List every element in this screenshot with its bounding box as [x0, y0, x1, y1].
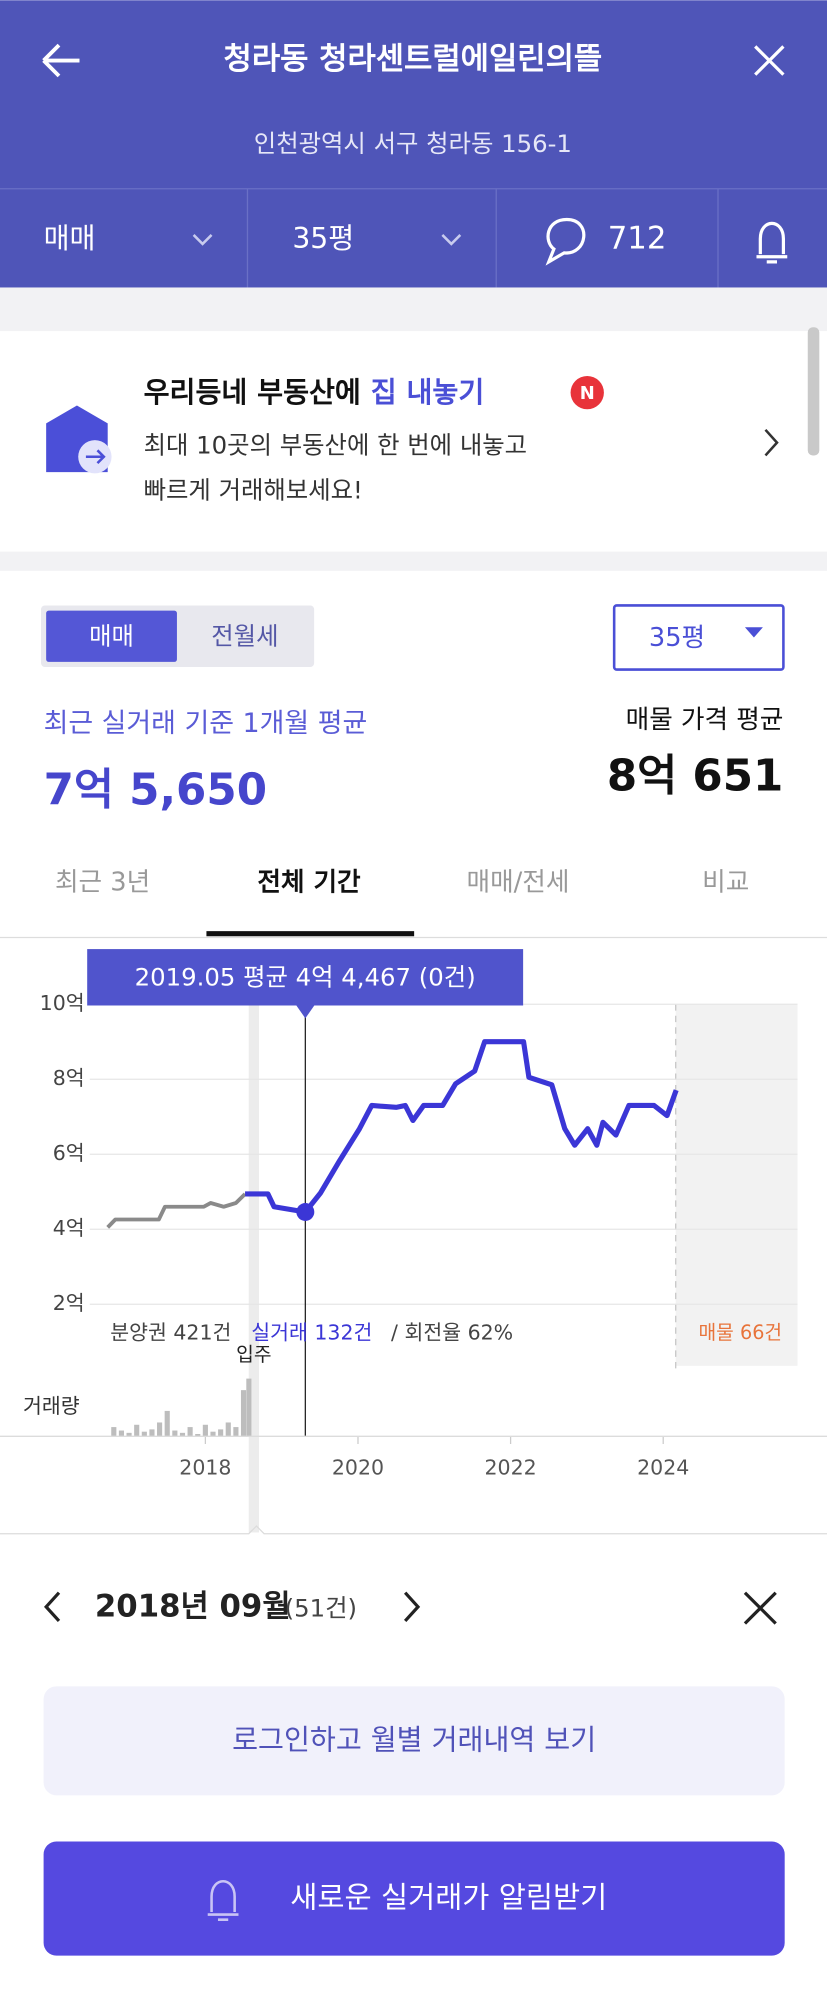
toggle-selected	[46, 610, 177, 662]
recent-value: 7억 5,650	[44, 766, 267, 816]
annotation: 실거래 132건	[251, 1321, 372, 1345]
listing-region	[675, 1004, 798, 1366]
move-in-band	[248, 1004, 259, 1533]
close-panel[interactable]	[743, 1591, 777, 1625]
tab-underline	[206, 931, 415, 937]
volume-bar	[225, 1422, 231, 1437]
period-tab[interactable]: 최근 3년	[55, 868, 150, 898]
volume-bar	[240, 1390, 247, 1437]
bell-icon	[207, 1880, 239, 1921]
x-tick-label: 2024	[637, 1455, 689, 1479]
chevron	[441, 234, 462, 246]
volume-bar	[233, 1427, 239, 1437]
header-address: 인천광역시 서구 청라동 156-1	[254, 129, 572, 158]
volume-bar	[246, 1378, 252, 1437]
header-bg	[0, 0, 827, 288]
y-tick-label: 6억	[53, 1141, 85, 1165]
cursor-dot	[296, 1203, 315, 1221]
login-button-text: 로그인하고 월별 거래내역 보기	[232, 1723, 596, 1756]
size-select[interactable]	[612, 604, 785, 671]
toggle-option[interactable]: 매매	[89, 622, 134, 651]
comment-icon	[545, 217, 586, 266]
scrollbar	[807, 327, 820, 456]
tooltip-bg	[87, 949, 524, 1006]
banner-title-highlight: 집 내놓기	[371, 376, 485, 409]
banner-line: 최대 10곳의 부동산에 한 번에 내놓고	[144, 430, 527, 459]
volume-bar	[179, 1432, 186, 1437]
scrubber-line	[0, 1525, 827, 1535]
toggle-option[interactable]: 전월세	[211, 622, 278, 651]
back-button[interactable]	[42, 43, 80, 78]
y-tick-label: 8억	[53, 1066, 85, 1090]
volume-bar	[157, 1422, 163, 1437]
next-month[interactable]	[403, 1591, 421, 1623]
volume-bar	[202, 1424, 208, 1437]
alert-icon[interactable]	[756, 221, 788, 264]
alert-button[interactable]	[43, 1841, 785, 1956]
volume-bar	[111, 1427, 117, 1437]
volume-bar	[126, 1432, 132, 1437]
y-tick-label: 10억	[40, 991, 85, 1015]
alert-button-text: 새로운 실거래가 알림받기	[290, 1881, 607, 1915]
price-line	[106, 1192, 247, 1229]
annotation: 분양권 421건	[110, 1321, 231, 1345]
arrow	[85, 449, 106, 465]
x-tick-label: 2022	[485, 1455, 537, 1479]
banner-chevron[interactable]	[764, 428, 779, 457]
tooltip-pointer	[296, 1005, 315, 1019]
recent-label: 최근 실거래 기준 1개월 평균	[44, 708, 368, 739]
chevron	[192, 234, 213, 246]
y-tick-label: 2억	[53, 1291, 85, 1315]
banner-line: 빠르게 거래해보세요!	[144, 475, 363, 504]
select-caret	[744, 627, 763, 638]
annotation: 매물 66건	[699, 1321, 783, 1344]
login-button[interactable]	[43, 1686, 785, 1796]
volume-label: 거래량	[23, 1394, 80, 1418]
x-tick-label: 2020	[332, 1455, 384, 1479]
prev-month[interactable]	[43, 1591, 61, 1623]
new-badge	[570, 375, 604, 410]
month-label: 2018년 09월	[95, 1589, 291, 1625]
y-tick-label: 4억	[53, 1216, 85, 1240]
comment-count[interactable]: 712	[608, 221, 667, 257]
banner-title: 우리등네 부동산에 집 내놓기	[144, 376, 485, 409]
volume-bar	[118, 1430, 125, 1437]
volume-bar	[187, 1427, 193, 1437]
listing-value: 8억 651	[607, 752, 784, 802]
period-tab[interactable]: 전체 기간	[257, 868, 361, 898]
period-tab[interactable]: 매매/전세	[467, 868, 570, 898]
month-count: (51건)	[285, 1593, 357, 1622]
chart: 10억 8억 6억 4억 2억 2018 2020 2022 2024 거래량 2019.05 평균…	[23, 949, 798, 1479]
new-badge-text: N	[580, 383, 595, 404]
close-button[interactable]	[754, 45, 785, 76]
volume-bar	[134, 1424, 140, 1437]
gap	[0, 287, 827, 332]
gap	[0, 551, 827, 571]
size-tab[interactable]: 35평	[292, 222, 354, 255]
header-title: 청라동 청라센트럴에일린의뜰	[224, 41, 603, 77]
banner-title-prefix: 우리등네 부동산에	[144, 376, 361, 409]
volume-bar	[218, 1429, 224, 1437]
period-tab[interactable]: 비교	[702, 868, 749, 898]
volume-bar	[149, 1429, 155, 1437]
annotation: / 회전율 62%	[391, 1321, 513, 1345]
price-line	[245, 1039, 679, 1215]
volume-bar	[172, 1430, 178, 1437]
annotation: 입주	[236, 1343, 271, 1366]
volume-bar	[141, 1431, 147, 1437]
tooltip-text: 2019.05 평균 4억 4,467 (0건)	[135, 963, 476, 992]
size-select-text: 35평	[649, 623, 705, 653]
listing-label: 매물 가격 평균	[626, 705, 784, 735]
volume-bar	[195, 1434, 201, 1437]
deal-tab[interactable]: 매매	[44, 222, 96, 255]
x-tick-label: 2018	[179, 1455, 231, 1479]
volume-bar	[164, 1410, 170, 1437]
volume-bar	[210, 1431, 216, 1437]
